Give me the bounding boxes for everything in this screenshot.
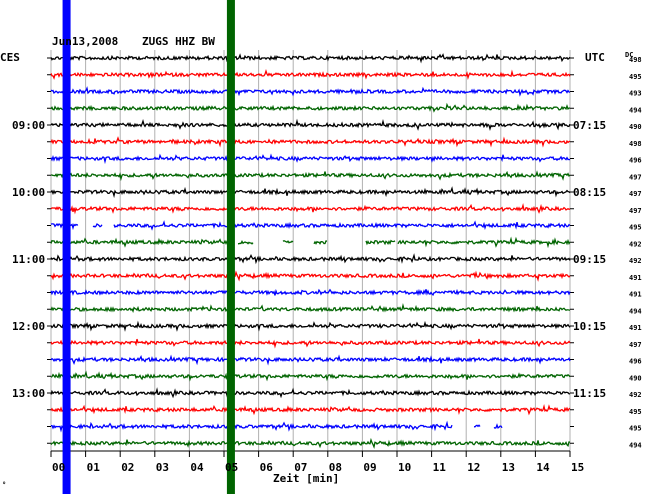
dc-offset-label: 490 (629, 374, 642, 382)
seismic-trace (50, 186, 571, 199)
x-tick-label: 00 (52, 461, 65, 474)
x-tick-label: 11 (433, 461, 447, 474)
station-label: ZUGS HHZ BW (142, 35, 215, 48)
seismic-trace (51, 170, 571, 182)
dc-label: DC (625, 51, 633, 59)
x-tick-label: 01 (87, 461, 101, 474)
seismic-trace (50, 136, 571, 148)
seismic-trace (50, 387, 571, 399)
dc-offset-label: 492 (629, 391, 642, 399)
right-time-label: 11:15 (573, 387, 606, 400)
seismic-trace (50, 354, 571, 366)
dc-offset-label: 495 (629, 408, 642, 416)
x-tick-label: 15 (571, 461, 584, 474)
x-tick-label: 08 (329, 461, 342, 474)
x-tick-label: 03 (156, 461, 169, 474)
x-tick-label: 05 (225, 461, 238, 474)
left-time-label: 09:00 (12, 119, 45, 132)
date-label: Jun13,2008 (52, 35, 118, 48)
dc-offset-label: 494 (629, 441, 642, 449)
seismic-trace (50, 86, 571, 97)
x-tick-label: 07 (294, 461, 307, 474)
x-tick-label: 12 (467, 461, 480, 474)
right-time-label: 07:15 (573, 119, 606, 132)
dc-offset-label: 496 (629, 157, 642, 165)
seismic-trace (50, 303, 571, 314)
dc-offset-label: 491 (629, 274, 642, 282)
left-timezone-label: CES (0, 51, 20, 64)
grid-lines (47, 50, 574, 457)
seismic-trace (50, 253, 571, 265)
seismic-trace (50, 338, 571, 349)
seismic-trace (50, 437, 571, 450)
marker-group (62, 0, 235, 494)
x-tick-label: 14 (536, 461, 550, 474)
left-time-label: 10:00 (12, 186, 45, 199)
dc-offset-label: 497 (629, 190, 642, 198)
x-axis-label: Zeit [min] (273, 472, 339, 485)
seismic-trace (50, 236, 571, 249)
dc-offset-label: 492 (629, 257, 642, 265)
seismic-trace (50, 288, 571, 297)
left-time-label: 13:00 (12, 387, 45, 400)
x-tick-label: 13 (502, 461, 515, 474)
trace-group (50, 53, 571, 450)
left-time-label: 12:00 (12, 320, 45, 333)
dc-offset-label: 496 (629, 358, 642, 366)
dc-offset-label: 491 (629, 324, 642, 332)
dc-offset-label: 497 (629, 173, 642, 181)
dc-offset-label: 494 (629, 106, 642, 114)
dc-offset-label: 495 (629, 224, 642, 232)
seismic-trace (50, 53, 571, 64)
x-tick-label: 06 (260, 461, 274, 474)
dc-offset-label: 492 (629, 240, 642, 248)
right-timezone-label: UTC (585, 51, 605, 64)
right-time-label: 10:15 (573, 320, 606, 333)
dc-offset-label: 498 (629, 56, 642, 64)
label-group: Jun13,2008 ZUGS HHZ BW CES UTC DC Zeit [… (0, 35, 642, 489)
seismic-trace (50, 153, 571, 165)
seismic-trace (50, 118, 571, 131)
right-time-label: 08:15 (573, 186, 606, 199)
dc-offset-label: 495 (629, 425, 642, 433)
x-tick-label: 09 (363, 461, 376, 474)
dc-offset-label: 497 (629, 207, 642, 215)
dc-offset-label: 495 (629, 73, 642, 81)
seismic-trace (50, 320, 571, 332)
dc-offset-label: 490 (629, 123, 642, 131)
corner-mark: ° (2, 481, 6, 489)
dc-offset-label: 498 (629, 140, 642, 148)
x-tick-label: 04 (190, 461, 204, 474)
x-tick-label: 10 (398, 461, 411, 474)
seismic-trace (51, 420, 503, 433)
left-time-label: 11:00 (12, 253, 45, 266)
seismic-trace (50, 69, 571, 80)
seismic-trace (50, 370, 571, 382)
seismic-trace (50, 270, 571, 282)
seismic-trace (50, 102, 571, 113)
dc-offset-label: 491 (629, 291, 642, 299)
x-tick-label: 02 (121, 461, 134, 474)
dc-offset-label: 494 (629, 307, 642, 315)
dc-offset-label: 493 (629, 90, 642, 98)
dc-offset-label: 497 (629, 341, 642, 349)
seismic-trace (50, 403, 571, 416)
seismic-trace (50, 202, 571, 215)
right-time-label: 09:15 (573, 253, 606, 266)
